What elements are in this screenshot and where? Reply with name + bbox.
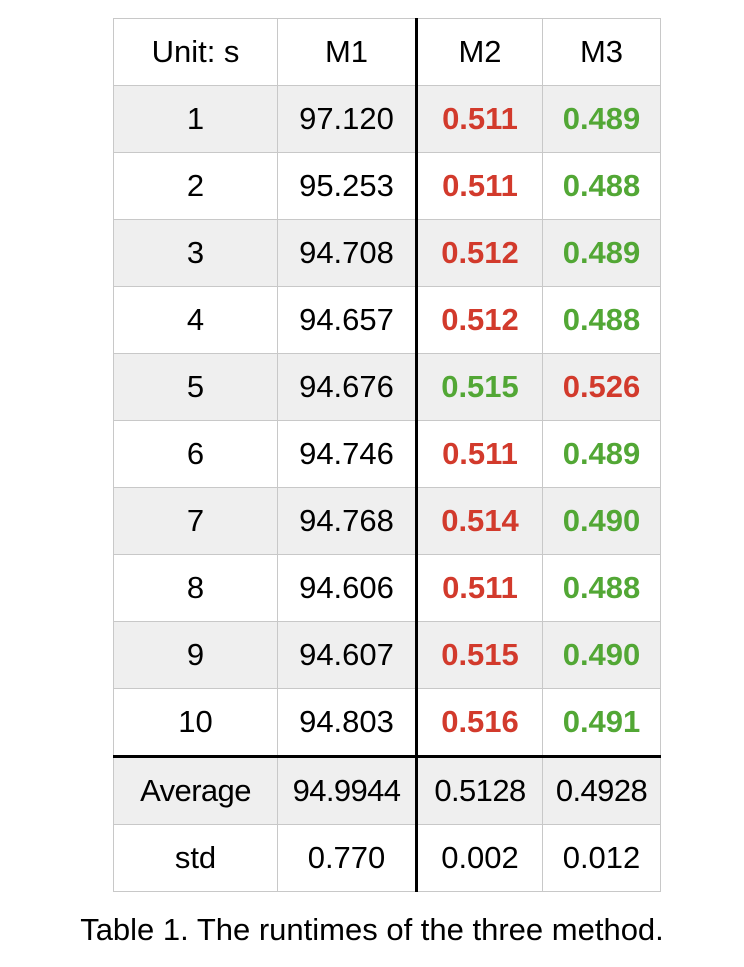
m1-value: 94.746 [277,420,418,488]
m3-value: 0.489 [542,85,661,153]
m2-value: 0.514 [416,487,543,555]
runtime-table: Unit: s M1 M2 M3 1 97.120 0.511 0.489 2 95.25… [113,18,661,892]
row-label: 10 [113,688,278,757]
table-row: 10 94.803 0.516 0.491 [113,688,661,757]
summary-label: Average [113,755,278,825]
m2-value: 0.515 [416,353,543,421]
m3-value: 0.488 [542,554,661,622]
m2-value: 0.512 [416,286,543,354]
m2-value: 0.515 [416,621,543,689]
m3-value: 0.490 [542,621,661,689]
m3-value: 0.491 [542,688,661,757]
table-body: 1 97.120 0.511 0.489 2 95.253 0.511 0.488 3 94.70… [113,85,661,892]
runtime-table-container: Unit: s M1 M2 M3 1 97.120 0.511 0.489 2 95.25… [113,18,661,892]
m2-value: 0.516 [416,688,543,757]
header-unit: Unit: s [113,18,278,86]
summary-m3: 0.4928 [542,755,661,825]
m3-value: 0.488 [542,152,661,220]
summary-m3: 0.012 [542,824,661,892]
m1-value: 94.657 [277,286,418,354]
summary-row: std 0.770 0.002 0.012 [113,824,661,892]
row-label: 8 [113,554,278,622]
header-m2: M2 [416,18,543,86]
summary-m1: 0.770 [277,824,418,892]
row-label: 9 [113,621,278,689]
m3-value: 0.490 [542,487,661,555]
summary-m2: 0.5128 [416,755,543,825]
row-label: 4 [113,286,278,354]
header-row: Unit: s M1 M2 M3 [113,18,661,86]
summary-label: std [113,824,278,892]
m2-value: 0.511 [416,85,543,153]
m1-value: 94.676 [277,353,418,421]
m2-value: 0.512 [416,219,543,287]
header-m3: M3 [542,18,661,86]
row-label: 5 [113,353,278,421]
table-caption: Table 1. The runtimes of the three metho… [80,912,664,947]
m3-value: 0.489 [542,420,661,488]
header-m1: M1 [277,18,418,86]
row-label: 1 [113,85,278,153]
table-row: 4 94.657 0.512 0.488 [113,286,661,354]
table-row: 9 94.607 0.515 0.490 [113,621,661,689]
table-row: 8 94.606 0.511 0.488 [113,554,661,622]
m3-value: 0.488 [542,286,661,354]
m1-value: 94.708 [277,219,418,287]
table-row: 2 95.253 0.511 0.488 [113,152,661,220]
row-label: 2 [113,152,278,220]
table-row: 3 94.708 0.512 0.489 [113,219,661,287]
row-label: 7 [113,487,278,555]
m3-value: 0.526 [542,353,661,421]
table-row: 5 94.676 0.515 0.526 [113,353,661,421]
table-row: 7 94.768 0.514 0.490 [113,487,661,555]
m3-value: 0.489 [542,219,661,287]
m1-value: 97.120 [277,85,418,153]
m1-value: 95.253 [277,152,418,220]
summary-m1: 94.9944 [277,755,418,825]
m1-value: 94.803 [277,688,418,757]
m1-value: 94.607 [277,621,418,689]
summary-row: Average 94.9944 0.5128 0.4928 [113,755,661,825]
table-row: 6 94.746 0.511 0.489 [113,420,661,488]
table-row: 1 97.120 0.511 0.489 [113,85,661,153]
m2-value: 0.511 [416,554,543,622]
m2-value: 0.511 [416,152,543,220]
m1-value: 94.606 [277,554,418,622]
row-label: 3 [113,219,278,287]
m2-value: 0.511 [416,420,543,488]
row-label: 6 [113,420,278,488]
m1-value: 94.768 [277,487,418,555]
summary-m2: 0.002 [416,824,543,892]
